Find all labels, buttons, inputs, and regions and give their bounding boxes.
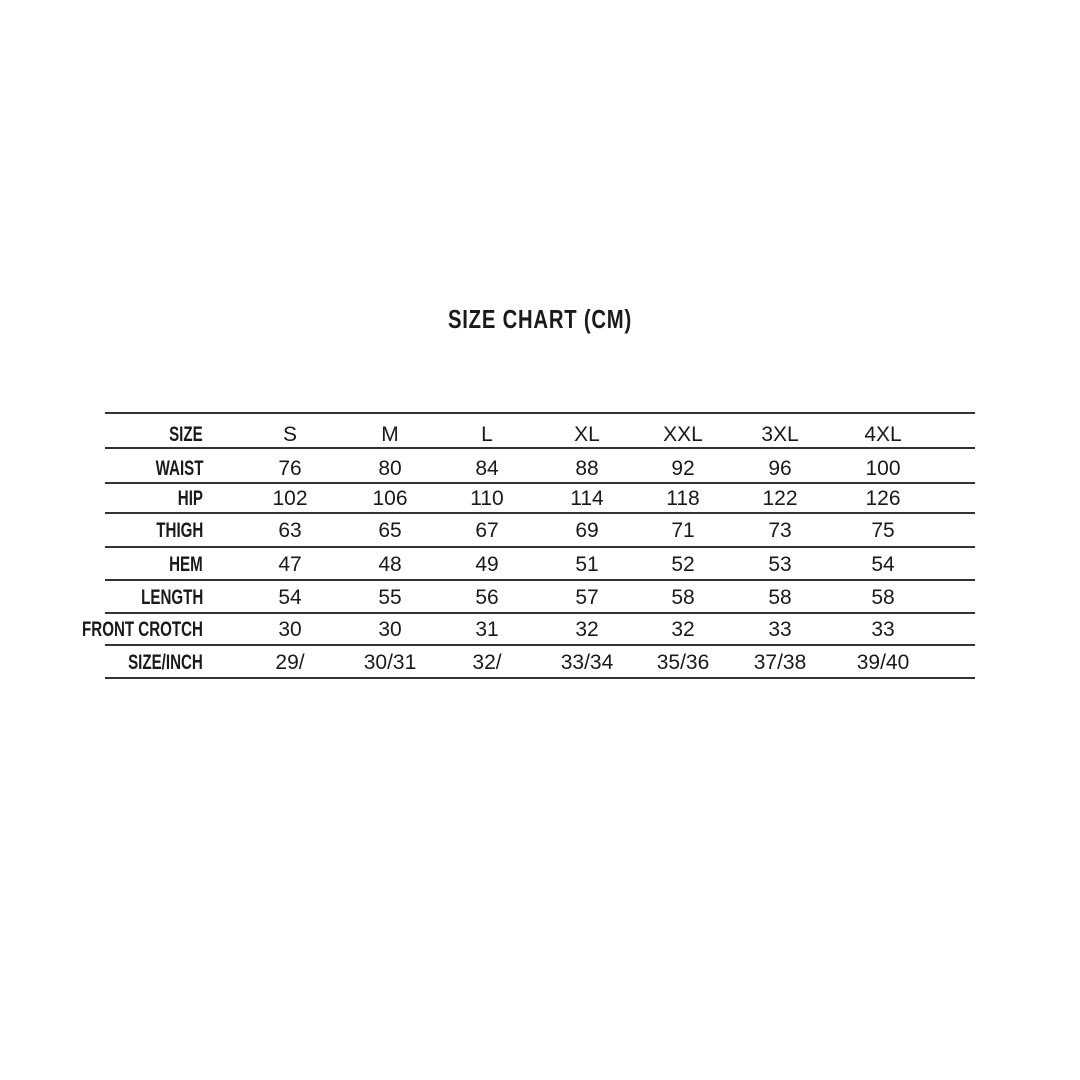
table-cell: 71 [671,519,695,542]
page-title: SIZE CHART (CM) [0,304,1080,335]
table-cell: 80 [378,457,402,480]
table-cell: 114 [570,487,604,510]
table-cell: 32 [575,618,599,641]
table-cell: 57 [575,586,599,609]
table-cell: 118 [666,487,700,510]
table-cell: 48 [378,553,402,576]
row-label: HEM [169,553,203,576]
table-cell: 30 [278,618,302,641]
row-divider [105,512,975,514]
table-cell: 51 [575,553,599,576]
table-cell: 32 [671,618,695,641]
table-cell: 102 [272,487,308,510]
table-cell: 33 [768,618,792,641]
table-cell: 39/40 [856,651,910,674]
table-cell: 35/36 [656,651,710,674]
column-header: XXL [663,423,703,446]
table-cell: 56 [475,586,499,609]
table-cell: 47 [278,553,302,576]
table-cell: 53 [768,553,792,576]
row-label: SIZE [169,423,203,446]
table-cell: 73 [768,519,792,542]
table-cell: 58 [768,586,792,609]
table-cell: 32/ [472,651,502,674]
row-divider [105,482,975,484]
table-cell: 65 [378,519,402,542]
table-cell: 88 [575,457,599,480]
column-header: L [481,423,493,446]
column-header: XL [574,423,600,446]
table-cell: 100 [865,457,901,480]
row-label: LENGTH [140,586,203,609]
row-divider [105,644,975,646]
row-divider [105,612,975,614]
table-cell: 110 [470,487,504,510]
table-cell: 58 [671,586,695,609]
table-cell: 52 [671,553,695,576]
table-cell: 106 [372,487,408,510]
table-cell: 33 [871,618,895,641]
table-cell: 96 [768,457,792,480]
table-cell: 37/38 [753,651,807,674]
row-divider [105,579,975,581]
table-cell: 76 [278,457,302,480]
row-divider [105,546,975,548]
row-label: WAIST [155,457,203,480]
table-cell: 31 [475,618,499,641]
table-cell: 69 [575,519,599,542]
table-cell: 54 [871,553,895,576]
table-cell: 67 [475,519,499,542]
column-header: 4XL [864,423,902,446]
table-cell: 30 [378,618,402,641]
table-cell: 29/ [275,651,305,674]
table-cell: 126 [865,487,901,510]
table-cell: 54 [278,586,302,609]
row-divider [105,447,975,449]
table-cell: 49 [475,553,499,576]
row-divider [105,677,975,679]
table-cell: 122 [762,487,798,510]
table-cell: 92 [671,457,695,480]
column-header: S [282,423,297,446]
title-text: SIZE CHART (CM) [447,304,633,334]
table-cell: 58 [871,586,895,609]
row-label: FRONT CROTCH [82,618,203,641]
row-label: HIP [177,487,203,510]
column-header: 3XL [761,423,799,446]
table-cell: 33/34 [560,651,614,674]
table-cell: 84 [475,457,499,480]
table-cell: 55 [378,586,402,609]
table-cell: 30/31 [363,651,417,674]
row-label: SIZE/INCH [128,651,203,674]
row-label: THIGH [155,519,203,542]
column-header: M [381,423,399,446]
row-divider [105,412,975,414]
table-cell: 63 [278,519,302,542]
table-cell: 75 [871,519,895,542]
